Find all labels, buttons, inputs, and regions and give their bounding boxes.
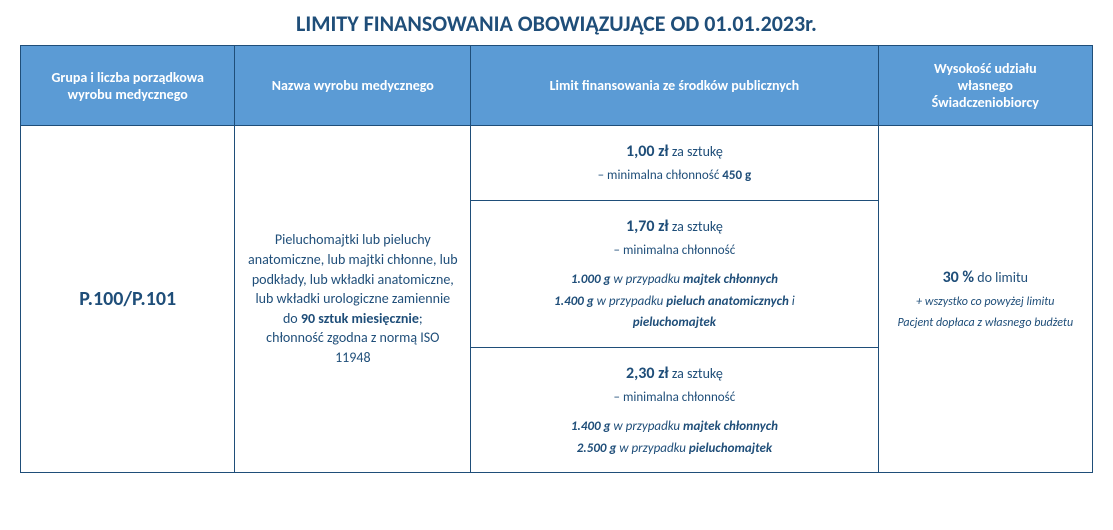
share-note: + wszystko co powyżej limitu [916,295,1054,309]
product-description: Pieluchomajtki lub pieluchy anatomiczne,… [247,230,458,367]
limit-price: 1,70 zł [626,217,669,236]
limit-cell-2: 1,70 zł za sztukę – minimalna chłonność … [471,200,878,347]
limit-price: 1,00 zł [626,142,669,161]
header-limit: Limit finansowania ze środków publicznyc… [471,46,878,126]
product-name-cell: Pieluchomajtki lub pieluchy anatomiczne,… [235,126,471,473]
table-header-row: Grupa i liczba porządkowa wyrobu medyczn… [21,46,1093,126]
limit-cell-1: 1,00 zł za sztukę – minimalna chłonność … [471,126,878,201]
header-group: Grupa i liczba porządkowa wyrobu medyczn… [21,46,235,126]
financing-limits-table: Grupa i liczba porządkowa wyrobu medyczn… [20,45,1093,473]
limit-price: 2,30 zł [626,364,669,383]
share-cell: 30 % do limitu + wszystko co powyżej lim… [878,126,1092,473]
table-row: P.100/P.101 Pieluchomajtki lub pieluchy … [21,126,1093,201]
header-product: Nazwa wyrobu medycznego [235,46,471,126]
header-share: Wysokość udziału własnego Świadczeniobio… [878,46,1092,126]
page-title: LIMITY FINANSOWANIA OBOWIĄZUJĄCE OD 01.0… [20,10,1093,37]
share-percent: 30 % [943,268,975,287]
share-note: Pacjent dopłaca z własnego budżetu [897,316,1073,330]
group-code: P.100/P.101 [79,287,176,311]
group-code-cell: P.100/P.101 [21,126,235,473]
limit-cell-3: 2,30 zł za sztukę – minimalna chłonność … [471,347,878,473]
